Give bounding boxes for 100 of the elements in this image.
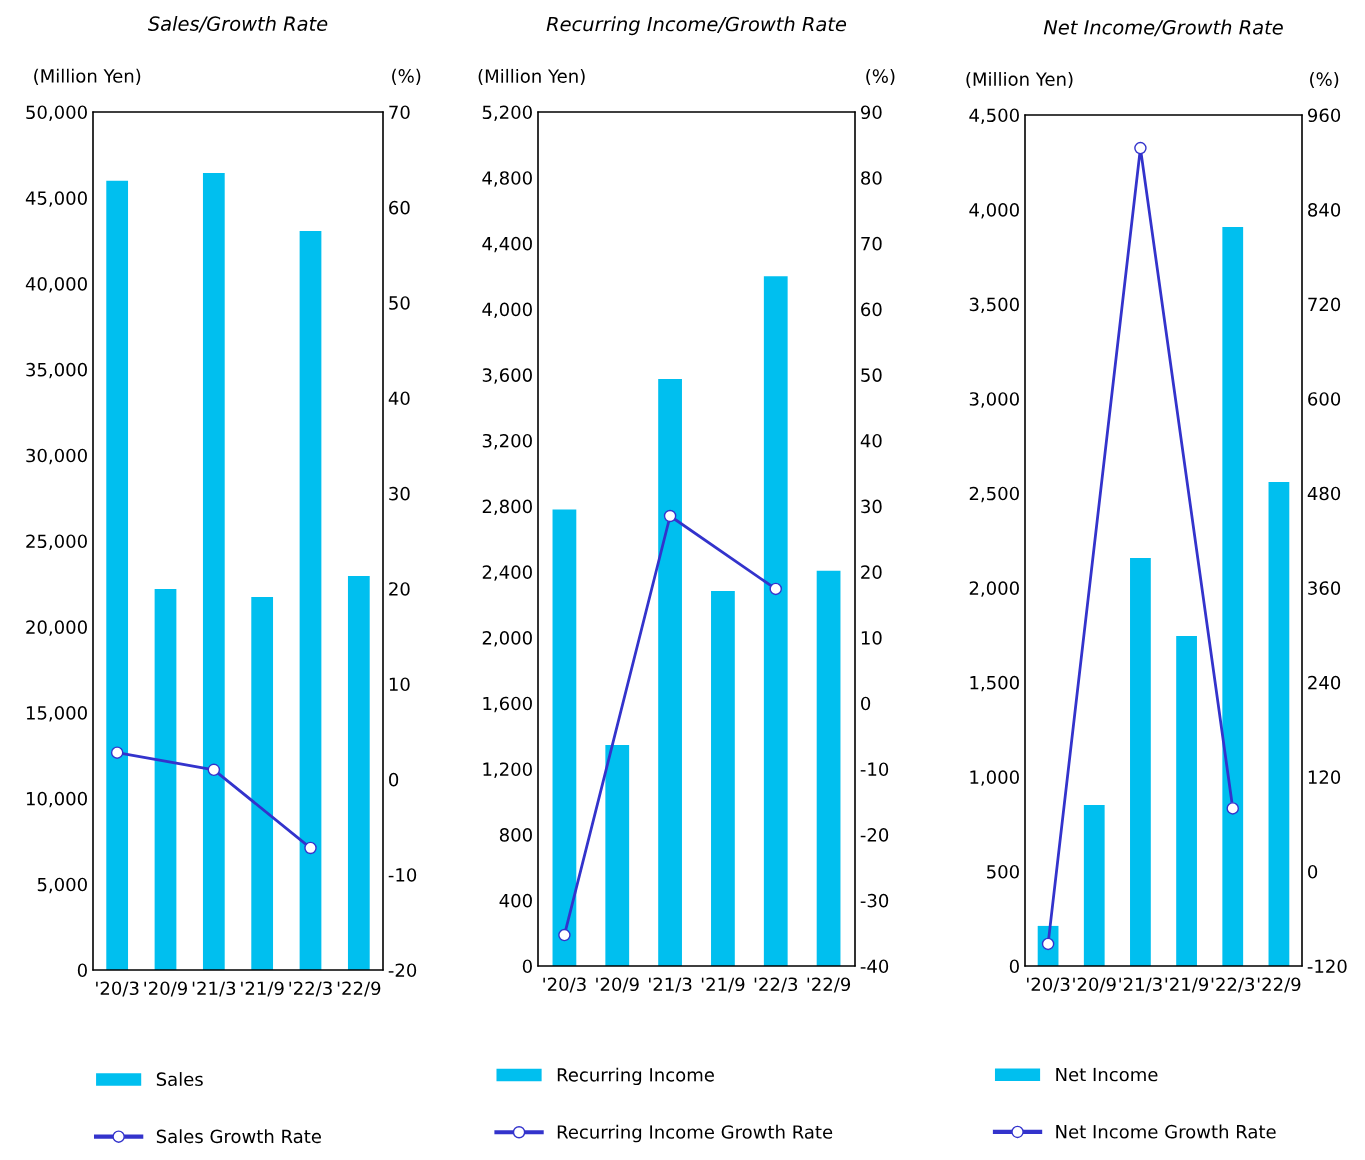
y-tick-label: 4,000 <box>482 302 532 319</box>
y2-tick-label: 720 <box>1308 297 1341 312</box>
y-tick-label: 15,000 <box>26 706 87 722</box>
y-tick-label: 4,000 <box>969 203 1019 219</box>
legend-label: Recurring Income <box>557 1067 714 1086</box>
bar <box>1176 636 1197 966</box>
x-tick-label: '21/9 <box>241 981 284 997</box>
y-tick-label: 50,000 <box>26 105 87 121</box>
y2-tick-label: 30 <box>861 499 882 514</box>
y2-tick-label: 70 <box>389 105 410 120</box>
y2-tick-label: 240 <box>1308 675 1341 690</box>
y2-axis-title: (%) <box>866 68 895 86</box>
bar <box>299 230 322 970</box>
bar <box>658 378 682 966</box>
x-tick-label: '20/3 <box>96 981 139 997</box>
y-tick-label: 3,500 <box>969 297 1019 314</box>
y2-tick-label: 70 <box>861 236 882 251</box>
y-tick-label: 3,200 <box>482 433 532 450</box>
chart-title: Sales/Growth Rate <box>147 15 328 33</box>
x-tick-label: '21/3 <box>1119 977 1162 993</box>
x-tick-label: '21/9 <box>701 977 745 993</box>
bar <box>763 276 788 966</box>
y2-tick-label: 10 <box>389 677 410 692</box>
y-tick-label: 5,200 <box>482 105 532 121</box>
point <box>663 509 677 523</box>
y2-tick-label: 600 <box>1308 392 1341 406</box>
legend-label: Net Income Growth Rate <box>1056 1124 1276 1139</box>
point <box>304 841 317 855</box>
y-tick-label: 2,800 <box>482 499 532 516</box>
y-tick-label: 35,000 <box>26 362 87 379</box>
y-tick-label: 800 <box>499 828 532 842</box>
y-tick-label: 10,000 <box>26 791 87 808</box>
y2-tick-label: -120 <box>1307 959 1347 974</box>
y-tick-label: 400 <box>499 893 532 908</box>
y2-tick-label: 480 <box>1307 486 1341 501</box>
y-axis-title: (Million Yen) <box>34 68 141 85</box>
y-tick-label: 4,500 <box>969 108 1019 124</box>
y2-tick-label: 60 <box>389 200 410 215</box>
y-tick-label: 45,000 <box>25 191 87 207</box>
y2-tick-label: 360 <box>1308 581 1341 595</box>
y2-tick-label: -10 <box>388 868 417 882</box>
bar <box>202 172 225 970</box>
bar <box>154 589 177 970</box>
y2-tick-label: -10 <box>860 762 889 777</box>
y2-tick-label: 40 <box>388 391 410 406</box>
y-tick-label: 1,000 <box>970 770 1019 786</box>
y2-tick-label: 840 <box>1308 203 1341 217</box>
bar <box>1130 557 1151 966</box>
bar <box>711 590 735 966</box>
y-axis-title: (Million Yen) <box>478 68 585 86</box>
chart-title: Net Income/Growth Rate <box>1043 19 1283 37</box>
y2-tick-label: 50 <box>861 368 882 382</box>
y-tick-label: 25,000 <box>26 534 87 550</box>
y2-tick-label: -20 <box>860 828 889 842</box>
x-tick-label: '22/9 <box>807 977 851 993</box>
x-tick-label: '21/3 <box>649 977 692 993</box>
point <box>558 928 571 942</box>
x-tick-label: '20/3 <box>1027 977 1070 993</box>
y-tick-label: 5,000 <box>37 877 87 894</box>
y-axis-title: (Million Yen) <box>966 72 1073 89</box>
y-tick-label: 3,600 <box>482 368 532 384</box>
y2-tick-label: 50 <box>389 296 410 310</box>
y-tick-label: 2,400 <box>482 565 532 581</box>
bar <box>552 509 577 966</box>
y2-tick-label: 0 <box>861 696 871 711</box>
y2-tick-label: 960 <box>1308 108 1341 123</box>
x-tick-label: '22/3 <box>289 981 332 997</box>
y-tick-label: 1,500 <box>970 675 1019 692</box>
y2-axis-title: (%) <box>1310 72 1339 89</box>
bar <box>605 744 630 966</box>
y2-tick-label: 20 <box>861 565 882 579</box>
y-tick-label: 500 <box>987 864 1019 879</box>
bar <box>251 596 274 970</box>
bar <box>1222 226 1244 966</box>
x-tick-label: '21/9 <box>1165 977 1209 993</box>
x-tick-label: '20/9 <box>596 977 639 993</box>
point <box>769 582 783 596</box>
y-tick-label: 3,000 <box>969 392 1019 408</box>
y-tick-label: 4,800 <box>482 171 532 187</box>
y-tick-label: 0 <box>1009 959 1019 974</box>
point <box>110 746 124 759</box>
point <box>1134 141 1147 155</box>
y2-tick-label: 30 <box>389 486 410 501</box>
y2-tick-label: 0 <box>389 772 399 787</box>
y2-tick-label: 20 <box>389 582 410 596</box>
y-tick-label: 0 <box>522 959 532 974</box>
x-tick-label: '22/3 <box>754 977 798 993</box>
x-tick-label: '20/9 <box>144 981 187 997</box>
x-tick-label: '20/9 <box>1073 977 1116 993</box>
bar <box>816 570 841 966</box>
y2-tick-label: -30 <box>860 893 889 908</box>
y-tick-label: 1,200 <box>483 762 532 778</box>
y-tick-label: 20,000 <box>26 620 87 636</box>
y-tick-label: 40,000 <box>25 277 87 293</box>
legend-label: Sales Growth Rate <box>156 1129 321 1144</box>
y2-tick-label: 60 <box>861 302 882 317</box>
y2-tick-label: 90 <box>861 105 882 120</box>
y-tick-label: 0 <box>77 963 87 978</box>
x-tick-label: '22/9 <box>1257 977 1301 993</box>
x-tick-label: '20/3 <box>543 977 586 993</box>
